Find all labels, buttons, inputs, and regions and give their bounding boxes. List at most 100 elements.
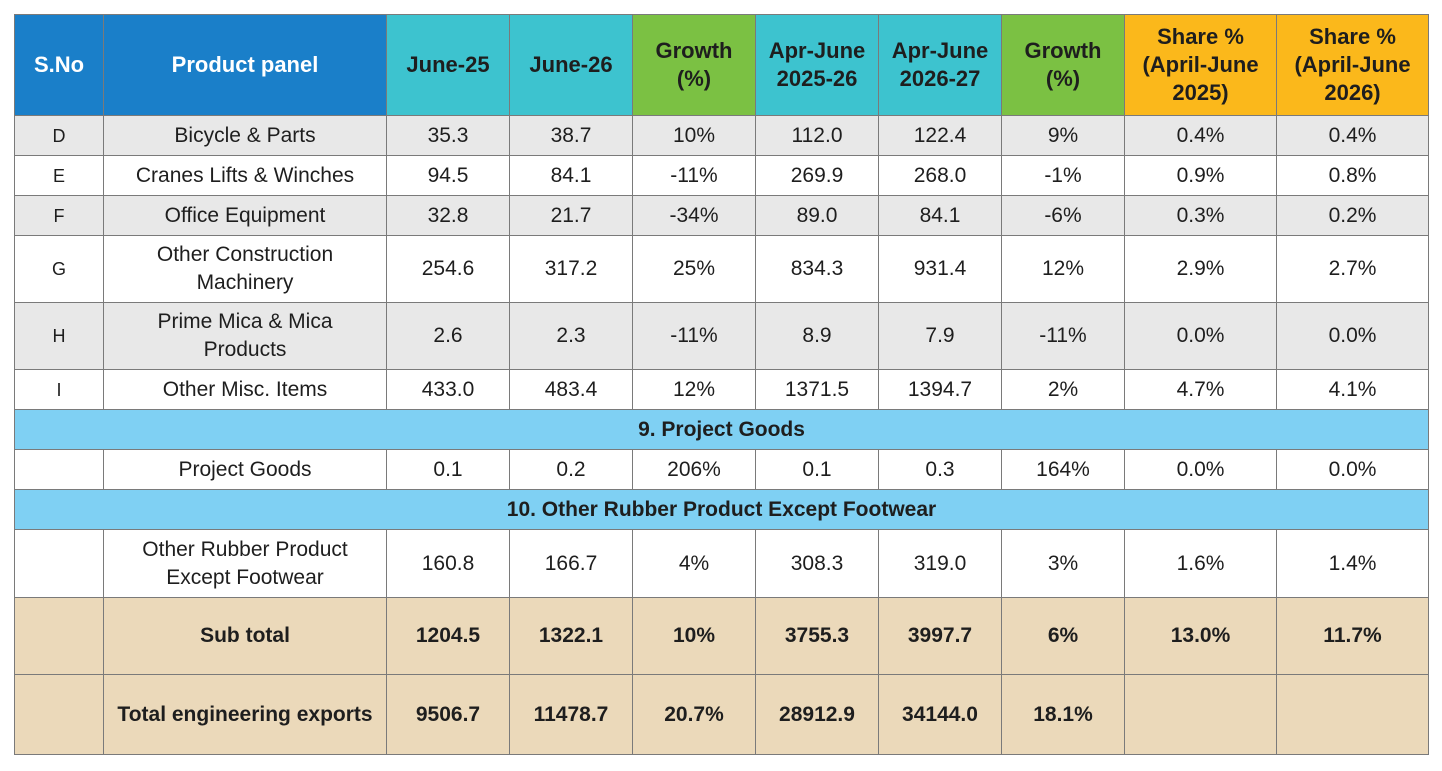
cell-june-25: 2.6 xyxy=(386,302,510,370)
cell-growth-quarterly: 18.1% xyxy=(1001,674,1125,755)
cell-sno xyxy=(14,674,104,755)
table-row: I Other Misc. Items 433.0 483.4 12% 1371… xyxy=(14,369,1429,410)
cell-apr-june-2026-27: 319.0 xyxy=(878,529,1002,598)
cell-june-26: 317.2 xyxy=(509,235,633,303)
cell-growth-quarterly: 12% xyxy=(1001,235,1125,303)
cell-share-2025: 0.3% xyxy=(1124,195,1277,236)
cell-product: Project Goods xyxy=(103,449,387,490)
cell-apr-june-2026-27: 7.9 xyxy=(878,302,1002,370)
cell-apr-june-2026-27: 0.3 xyxy=(878,449,1002,490)
cell-share-2026: 0.4% xyxy=(1276,115,1429,156)
cell-apr-june-2025-26: 0.1 xyxy=(755,449,879,490)
cell-growth-quarterly: 3% xyxy=(1001,529,1125,598)
cell-june-25: 254.6 xyxy=(386,235,510,303)
subtotal-row: Sub total 1204.5 1322.1 10% 3755.3 3997.… xyxy=(14,597,1429,675)
cell-share-2026 xyxy=(1276,674,1429,755)
section-header-rubber-products: 10. Other Rubber Product Except Footwear xyxy=(14,489,1429,530)
cell-june-26: 21.7 xyxy=(509,195,633,236)
cell-growth-monthly: 10% xyxy=(632,115,756,156)
cell-product: Other Rubber Product Except Footwear xyxy=(103,529,387,598)
cell-june-25: 9506.7 xyxy=(386,674,510,755)
cell-growth-monthly: 10% xyxy=(632,597,756,675)
cell-share-2026: 1.4% xyxy=(1276,529,1429,598)
table-row: E Cranes Lifts & Winches 94.5 84.1 -11% … xyxy=(14,155,1429,196)
cell-share-2025: 0.0% xyxy=(1124,449,1277,490)
cell-growth-monthly: 20.7% xyxy=(632,674,756,755)
header-share-2026: Share % (April-June 2026) xyxy=(1276,14,1429,116)
cell-growth-monthly: 25% xyxy=(632,235,756,303)
cell-product: Cranes Lifts & Winches xyxy=(103,155,387,196)
cell-june-26: 166.7 xyxy=(509,529,633,598)
header-growth-quarterly: Growth (%) xyxy=(1001,14,1125,116)
cell-share-2025: 13.0% xyxy=(1124,597,1277,675)
header-product-panel: Product panel xyxy=(103,14,387,116)
cell-share-2026: 11.7% xyxy=(1276,597,1429,675)
cell-growth-quarterly: 2% xyxy=(1001,369,1125,410)
cell-growth-quarterly: -11% xyxy=(1001,302,1125,370)
cell-june-26: 0.2 xyxy=(509,449,633,490)
cell-june-25: 160.8 xyxy=(386,529,510,598)
header-row: S.No Product panel June-25 June-26 Growt… xyxy=(14,14,1429,116)
cell-share-2026: 0.0% xyxy=(1276,302,1429,370)
cell-share-2025: 2.9% xyxy=(1124,235,1277,303)
cell-share-2025: 4.7% xyxy=(1124,369,1277,410)
cell-june-26: 38.7 xyxy=(509,115,633,156)
cell-share-2026: 0.8% xyxy=(1276,155,1429,196)
header-sno: S.No xyxy=(14,14,104,116)
cell-june-25: 0.1 xyxy=(386,449,510,490)
table-row: Other Rubber Product Except Footwear 160.… xyxy=(14,529,1429,598)
cell-share-2025: 0.9% xyxy=(1124,155,1277,196)
header-june-26: June-26 xyxy=(509,14,633,116)
cell-share-2026: 4.1% xyxy=(1276,369,1429,410)
cell-growth-quarterly: -1% xyxy=(1001,155,1125,196)
cell-apr-june-2025-26: 112.0 xyxy=(755,115,879,156)
cell-sno: F xyxy=(14,195,104,236)
subtotal-label: Sub total xyxy=(103,597,387,675)
cell-sno xyxy=(14,529,104,598)
cell-june-25: 433.0 xyxy=(386,369,510,410)
cell-growth-quarterly: 164% xyxy=(1001,449,1125,490)
cell-june-25: 32.8 xyxy=(386,195,510,236)
cell-growth-quarterly: 9% xyxy=(1001,115,1125,156)
section-title: 9. Project Goods xyxy=(14,409,1429,450)
cell-apr-june-2025-26: 834.3 xyxy=(755,235,879,303)
cell-apr-june-2026-27: 122.4 xyxy=(878,115,1002,156)
cell-product: Other Construction Machinery xyxy=(103,235,387,303)
cell-product: Other Misc. Items xyxy=(103,369,387,410)
cell-growth-monthly: -34% xyxy=(632,195,756,236)
table-row: G Other Construction Machinery 254.6 317.… xyxy=(14,235,1429,303)
cell-share-2025 xyxy=(1124,674,1277,755)
cell-apr-june-2026-27: 931.4 xyxy=(878,235,1002,303)
cell-apr-june-2026-27: 84.1 xyxy=(878,195,1002,236)
cell-apr-june-2025-26: 308.3 xyxy=(755,529,879,598)
total-label: Total engineering exports xyxy=(103,674,387,755)
cell-june-25: 35.3 xyxy=(386,115,510,156)
cell-apr-june-2025-26: 8.9 xyxy=(755,302,879,370)
cell-product: Prime Mica & Mica Products xyxy=(103,302,387,370)
cell-product: Bicycle & Parts xyxy=(103,115,387,156)
cell-growth-monthly: 206% xyxy=(632,449,756,490)
cell-growth-quarterly: 6% xyxy=(1001,597,1125,675)
cell-sno xyxy=(14,449,104,490)
cell-growth-monthly: -11% xyxy=(632,302,756,370)
cell-apr-june-2025-26: 1371.5 xyxy=(755,369,879,410)
table-row: D Bicycle & Parts 35.3 38.7 10% 112.0 12… xyxy=(14,115,1429,156)
cell-sno: I xyxy=(14,369,104,410)
cell-apr-june-2026-27: 34144.0 xyxy=(878,674,1002,755)
export-table: S.No Product panel June-25 June-26 Growt… xyxy=(14,14,1429,755)
cell-apr-june-2025-26: 3755.3 xyxy=(755,597,879,675)
total-row: Total engineering exports 9506.7 11478.7… xyxy=(14,674,1429,755)
cell-sno: D xyxy=(14,115,104,156)
cell-share-2026: 0.2% xyxy=(1276,195,1429,236)
cell-apr-june-2026-27: 3997.7 xyxy=(878,597,1002,675)
section-header-project-goods: 9. Project Goods xyxy=(14,409,1429,450)
cell-growth-quarterly: -6% xyxy=(1001,195,1125,236)
cell-june-26: 1322.1 xyxy=(509,597,633,675)
cell-apr-june-2026-27: 268.0 xyxy=(878,155,1002,196)
table-row: H Prime Mica & Mica Products 2.6 2.3 -11%… xyxy=(14,302,1429,370)
cell-june-25: 94.5 xyxy=(386,155,510,196)
table-row: F Office Equipment 32.8 21.7 -34% 89.0 8… xyxy=(14,195,1429,236)
cell-share-2025: 1.6% xyxy=(1124,529,1277,598)
cell-share-2025: 0.4% xyxy=(1124,115,1277,156)
cell-june-25: 1204.5 xyxy=(386,597,510,675)
